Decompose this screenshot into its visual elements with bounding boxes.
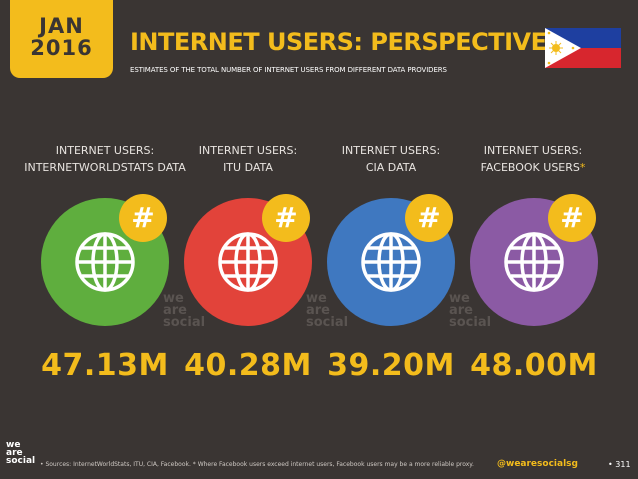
source-label-cia: INTERNET USERS: CIA DATA xyxy=(341,144,441,174)
value-internetworldstats: 47.13M xyxy=(41,348,169,383)
social-handle[interactable]: @wearesocialsg xyxy=(497,459,578,469)
globe-icon xyxy=(75,232,135,292)
sources-footnote: • Sources: InternetWorldStats, ITU, CIA,… xyxy=(40,461,474,468)
page-number: • 311 xyxy=(608,460,631,469)
we-are-social-logo: we are social xyxy=(6,440,36,466)
source-circle-internetworldstats xyxy=(41,198,169,326)
value-cia: 39.20M xyxy=(327,348,455,383)
globe-icon xyxy=(218,232,278,292)
value-itu: 40.28M xyxy=(184,348,312,383)
source-label-internetworldstats: INTERNET USERS: INTERNETWORLDSTATS DATA xyxy=(24,144,186,174)
source-label-itu: INTERNET USERS: ITU DATA xyxy=(198,144,298,174)
page-title: INTERNET USERS: PERSPECTIVE xyxy=(130,28,547,56)
source-circle-cia xyxy=(327,198,455,326)
watermark-logo: we are social xyxy=(163,291,206,330)
date-year: 2016 xyxy=(30,36,93,60)
page-subtitle: ESTIMATES OF THE TOTAL NUMBER OF INTERNE… xyxy=(130,66,447,74)
source-circle-itu xyxy=(184,198,312,326)
globe-icon xyxy=(361,232,421,292)
globe-icon xyxy=(504,232,564,292)
source-label-facebook: INTERNET USERS: FACEBOOK USERS* xyxy=(480,144,586,174)
watermark-logo: we are social xyxy=(306,291,349,330)
watermark-logo: we are social xyxy=(449,291,492,330)
hash-badge: # xyxy=(405,194,453,242)
date-badge: JAN 2016 xyxy=(10,0,113,78)
philippines-flag-icon xyxy=(545,28,621,68)
hash-badge: # xyxy=(119,194,167,242)
hash-badge: # xyxy=(262,194,310,242)
hash-badge: # xyxy=(548,194,596,242)
date-month: JAN xyxy=(39,14,84,38)
value-facebook: 48.00M xyxy=(470,348,598,383)
